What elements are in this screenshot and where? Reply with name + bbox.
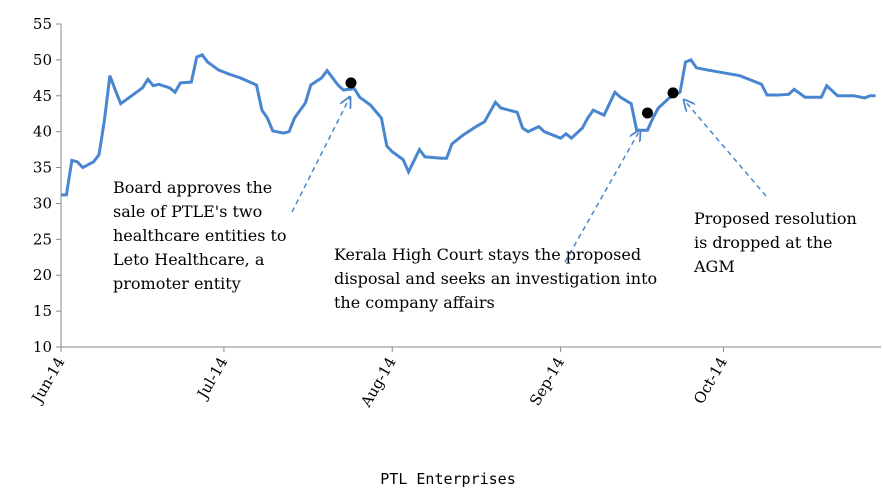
arrow xyxy=(564,130,640,263)
annotation: Kerala High Court stays the proposed xyxy=(334,245,641,264)
annotation: Leto Healthcare, a xyxy=(113,250,265,269)
annotation-arrows xyxy=(291,97,767,263)
annotation: healthcare entities to xyxy=(113,226,287,245)
annotation: promoter entity xyxy=(113,274,241,293)
x-tick-label: Jun-14 xyxy=(27,354,68,408)
x-tick-label: Jul-14 xyxy=(192,354,231,403)
chart-title: PTL Enterprises xyxy=(380,470,515,488)
annotation: Proposed resolution xyxy=(694,209,857,228)
annotation: the company affairs xyxy=(334,293,495,312)
x-tick-label: Sep-14 xyxy=(526,354,568,409)
annotation: sale of PTLE's two xyxy=(113,202,262,221)
y-tick-label: 50 xyxy=(33,51,52,69)
annotation: AGM xyxy=(693,257,735,276)
event-marker xyxy=(667,87,679,99)
y-tick-label: 20 xyxy=(33,266,52,284)
y-tick-label: 30 xyxy=(33,194,52,212)
y-tick-label: 15 xyxy=(33,302,52,320)
y-tick-label: 10 xyxy=(33,338,52,356)
x-tick-label: Oct-14 xyxy=(690,354,731,407)
event-marker xyxy=(345,77,357,89)
arrow xyxy=(684,100,767,197)
y-tick-label: 40 xyxy=(33,123,52,141)
x-tick-label: Aug-14 xyxy=(357,354,400,411)
annotation: Board approves the xyxy=(113,178,272,197)
series-line xyxy=(61,53,876,197)
y-tick-label: 55 xyxy=(33,15,52,33)
annotation: disposal and seeks an investigation into xyxy=(334,269,657,288)
y-tick-label: 35 xyxy=(33,159,52,177)
y-tick-label: 45 xyxy=(33,87,52,105)
arrow xyxy=(291,97,350,213)
y-tick-label: 25 xyxy=(33,230,52,248)
event-marker xyxy=(641,107,653,119)
annotation: is dropped at the xyxy=(694,233,832,252)
